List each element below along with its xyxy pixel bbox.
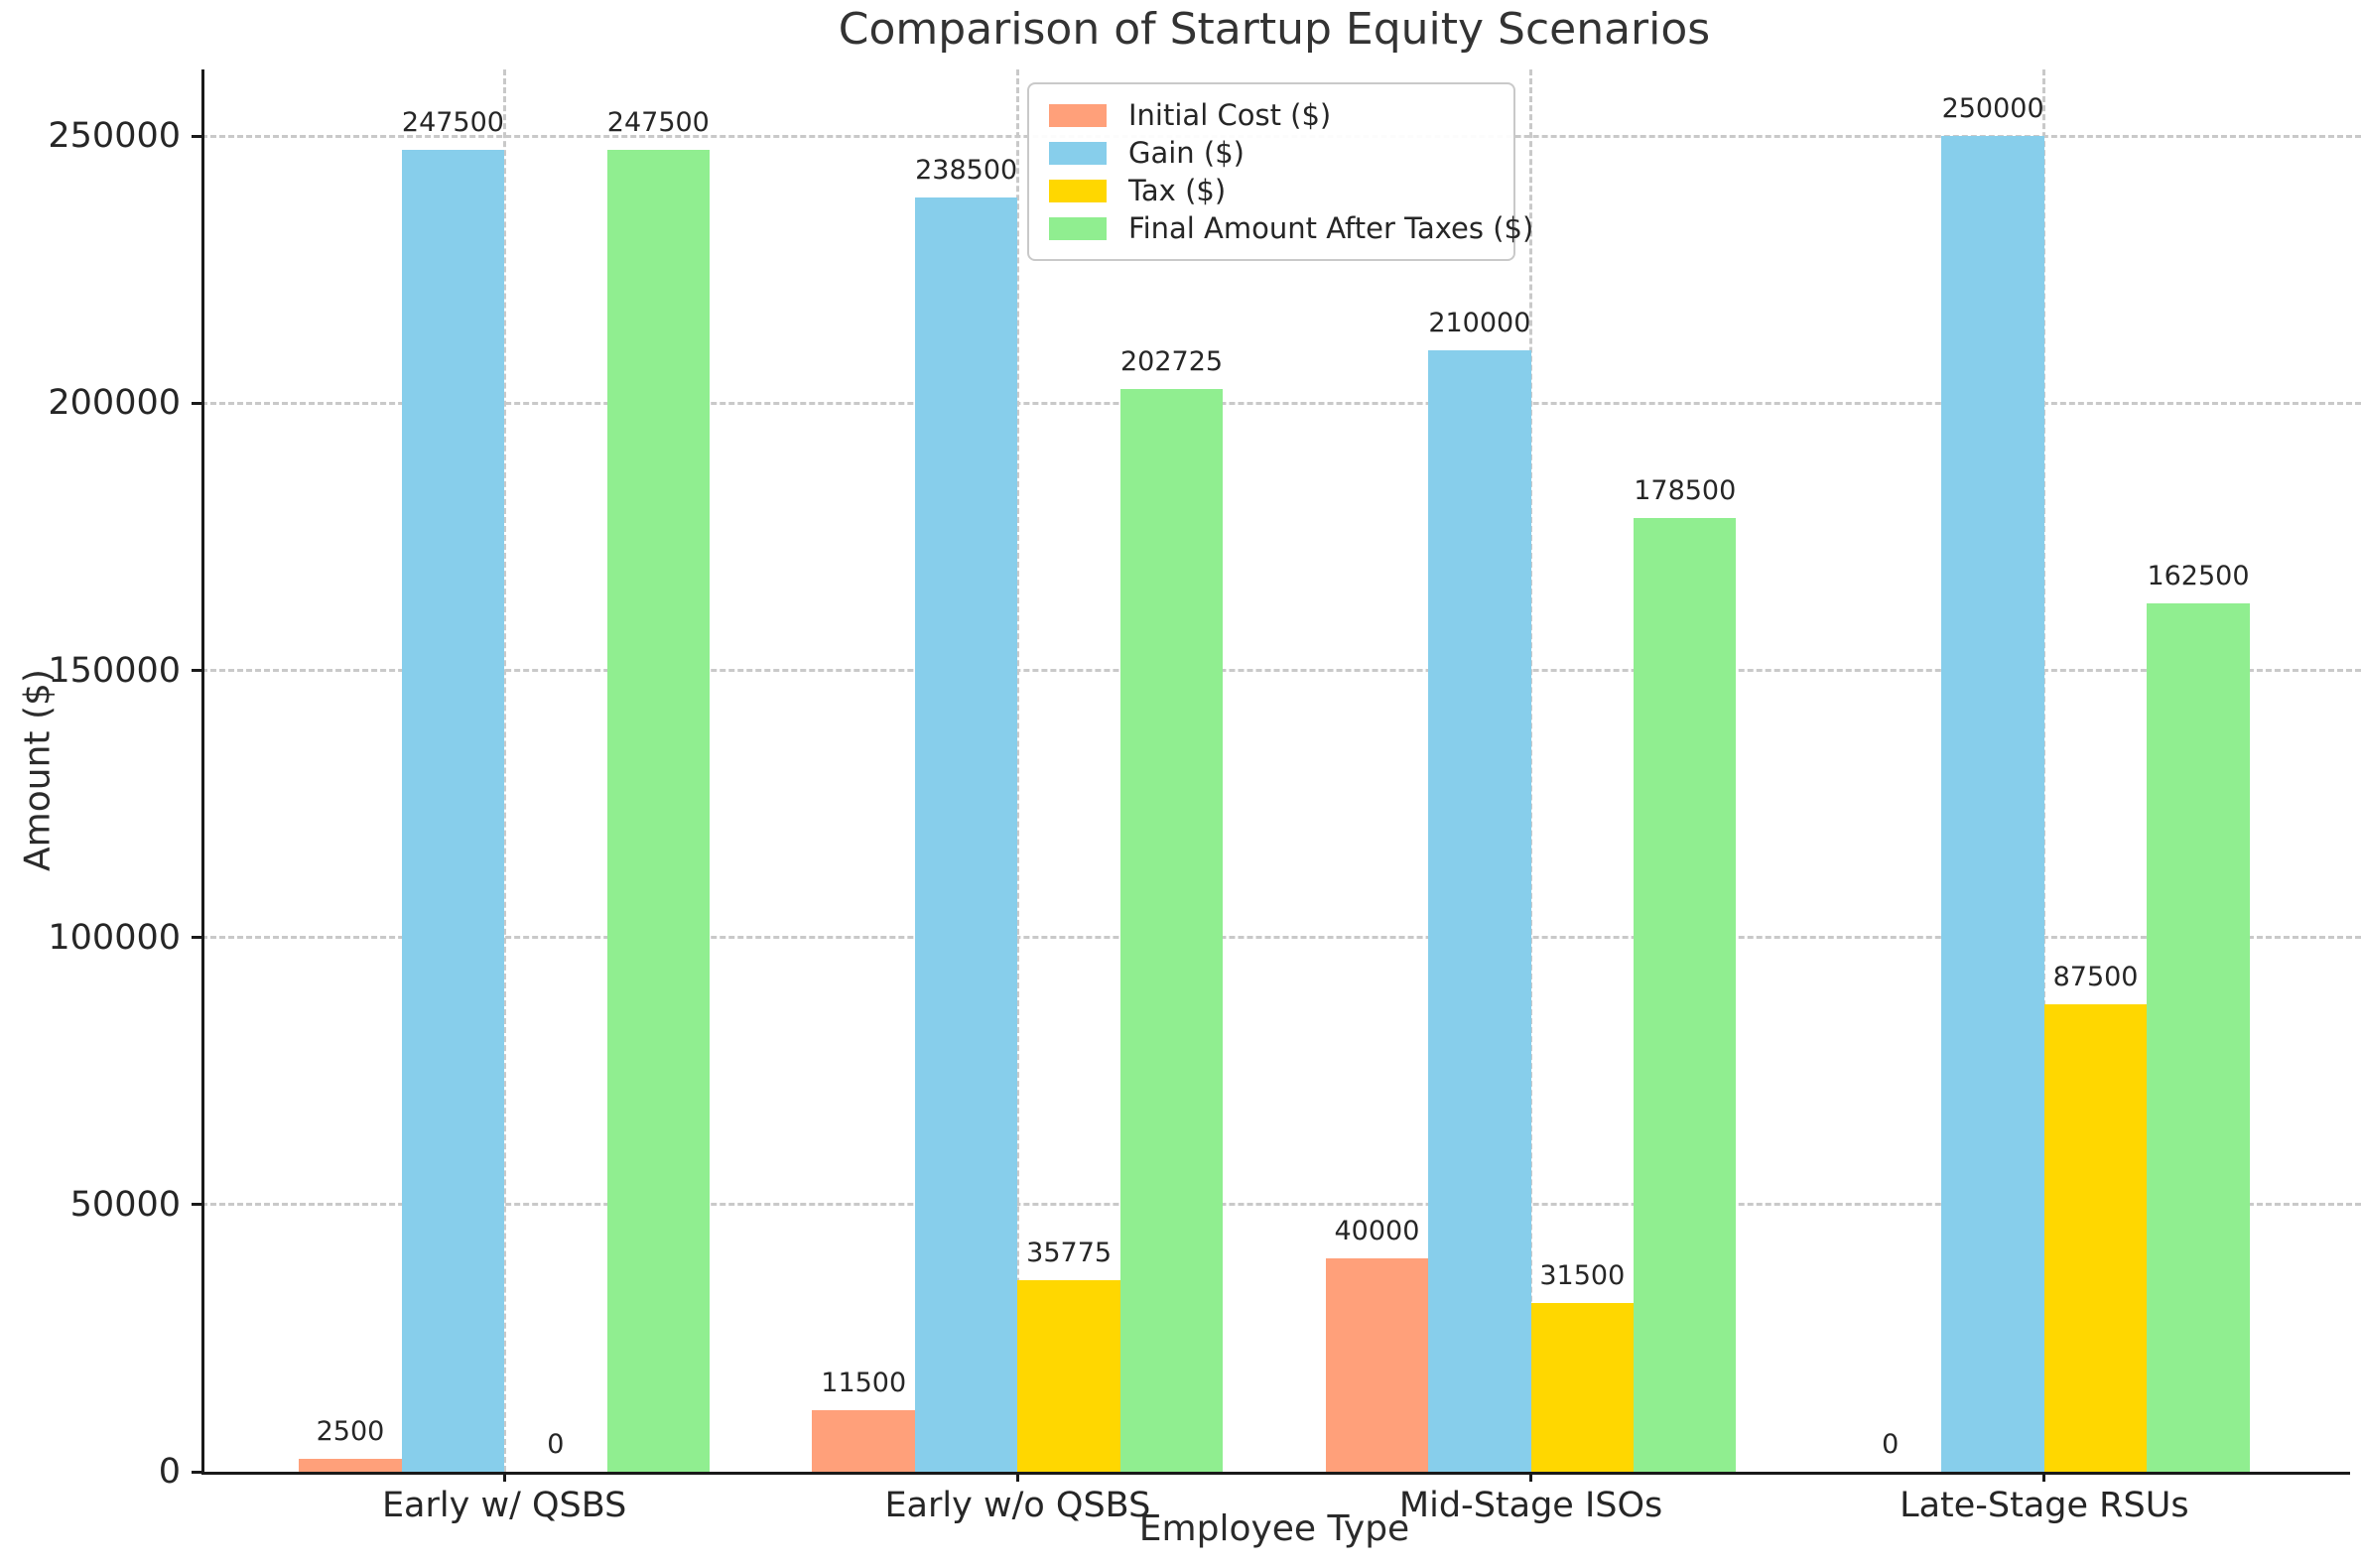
y-tick-label: 100000 bbox=[48, 917, 181, 958]
legend-item-label: Final Amount After Taxes ($) bbox=[1128, 211, 1534, 245]
x-tick bbox=[502, 1472, 506, 1482]
bar-value-label: 11500 bbox=[821, 1368, 907, 1399]
bar bbox=[812, 1410, 915, 1472]
y-tick bbox=[192, 401, 201, 405]
legend-swatch bbox=[1049, 103, 1107, 127]
bar-value-label: 35775 bbox=[1026, 1238, 1113, 1269]
y-tick bbox=[192, 936, 201, 940]
legend-item-label: Gain ($) bbox=[1128, 136, 1245, 170]
x-axis-title: Employee Type bbox=[1138, 1508, 1410, 1549]
y-tick bbox=[192, 1203, 201, 1207]
legend-swatch bbox=[1049, 141, 1107, 165]
y-tick-label: 200000 bbox=[48, 383, 181, 424]
y-tick-label: 0 bbox=[158, 1452, 181, 1492]
legend-item: Final Amount After Taxes ($) bbox=[1049, 209, 1533, 247]
bar bbox=[1530, 1303, 1635, 1472]
bar bbox=[2043, 1004, 2148, 1472]
y-axis-title: Amount ($) bbox=[17, 669, 59, 871]
h-gridline bbox=[201, 1203, 2361, 1207]
bar bbox=[1941, 136, 2044, 1472]
y-tick-label: 150000 bbox=[48, 650, 181, 691]
bar-value-label: 0 bbox=[547, 1429, 565, 1460]
y-tick bbox=[192, 669, 201, 673]
bar-value-label: 0 bbox=[1882, 1429, 1900, 1460]
h-gridline bbox=[201, 936, 2361, 940]
v-gridline bbox=[1529, 69, 1533, 1472]
h-gridline bbox=[201, 669, 2361, 673]
bar-value-label: 247500 bbox=[401, 106, 504, 138]
legend-item-label: Tax ($) bbox=[1128, 174, 1227, 207]
legend-item-label: Initial Cost ($) bbox=[1128, 98, 1332, 132]
legend: Initial Cost ($) Gain ($) Tax ($) Final Amo… bbox=[1027, 82, 1533, 261]
legend-item: Tax ($) bbox=[1049, 172, 1494, 209]
bar-value-label: 247500 bbox=[606, 106, 710, 138]
bar-value-label: 202725 bbox=[1120, 345, 1224, 377]
legend-item: Gain ($) bbox=[1049, 134, 1494, 172]
x-tick-label: Mid-Stage ISOs bbox=[1398, 1486, 1663, 1525]
legend-swatch bbox=[1049, 216, 1107, 240]
bar-value-label: 238500 bbox=[915, 155, 1018, 187]
v-gridline bbox=[1015, 69, 1019, 1472]
legend-item: Initial Cost ($) bbox=[1049, 96, 1494, 134]
v-gridline bbox=[502, 69, 506, 1472]
x-tick-label: Early w/o QSBS bbox=[884, 1486, 1151, 1525]
x-tick-label: Late-Stage RSUs bbox=[1900, 1486, 2189, 1525]
h-gridline bbox=[201, 401, 2361, 405]
bar-value-label: 162500 bbox=[2147, 561, 2250, 592]
bar bbox=[1017, 1280, 1120, 1472]
x-tick bbox=[2042, 1472, 2046, 1482]
bar bbox=[2147, 603, 2250, 1472]
bar bbox=[606, 149, 711, 1472]
bar bbox=[1325, 1257, 1429, 1472]
bar bbox=[1119, 388, 1224, 1472]
y-tick-label: 250000 bbox=[48, 116, 181, 157]
y-tick-label: 50000 bbox=[69, 1184, 181, 1225]
bar bbox=[299, 1458, 402, 1472]
bar-value-label: 87500 bbox=[2052, 962, 2139, 992]
bar-value-label: 178500 bbox=[1634, 475, 1737, 507]
bar-value-label: 210000 bbox=[1428, 307, 1531, 338]
v-gridline bbox=[2042, 69, 2046, 1472]
bar bbox=[401, 149, 505, 1472]
bar-value-label: 250000 bbox=[1941, 93, 2044, 125]
bar bbox=[1634, 518, 1737, 1472]
bar-value-label: 40000 bbox=[1334, 1215, 1420, 1246]
y-tick bbox=[192, 134, 201, 138]
bar-value-label: 2500 bbox=[316, 1415, 385, 1447]
x-tick-label: Early w/ QSBS bbox=[381, 1486, 627, 1525]
legend-swatch bbox=[1049, 179, 1107, 202]
x-tick bbox=[1015, 1472, 1019, 1482]
bar-value-label: 31500 bbox=[1539, 1260, 1626, 1292]
bar bbox=[914, 197, 1018, 1472]
bar bbox=[1428, 349, 1531, 1472]
chart-title: Comparison of Startup Equity Scenarios bbox=[838, 4, 1711, 55]
x-tick bbox=[1529, 1472, 1533, 1482]
y-tick bbox=[192, 1470, 201, 1474]
